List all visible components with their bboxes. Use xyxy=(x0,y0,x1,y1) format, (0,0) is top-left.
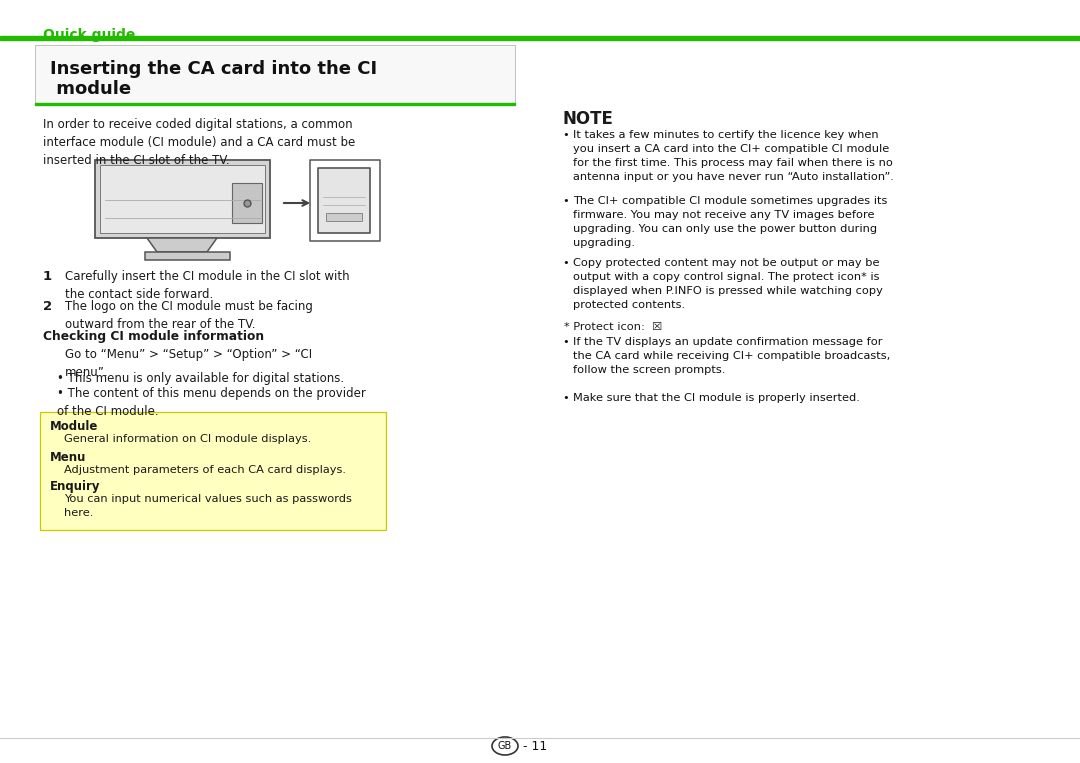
Text: Module: Module xyxy=(50,420,98,433)
Bar xyxy=(0,36,1080,40)
Text: You can input numerical values such as passwords
here.: You can input numerical values such as p… xyxy=(64,494,352,518)
Bar xyxy=(40,412,386,530)
Text: Copy protected content may not be output or may be
output with a copy control si: Copy protected content may not be output… xyxy=(573,258,882,310)
Text: •: • xyxy=(562,130,569,140)
Text: Checking CI module information: Checking CI module information xyxy=(43,330,265,343)
Text: - 11: - 11 xyxy=(523,739,548,752)
Text: 1: 1 xyxy=(43,270,52,283)
Text: It takes a few minutes to certify the licence key when
you insert a CA card into: It takes a few minutes to certify the li… xyxy=(573,130,894,182)
Text: Make sure that the CI module is properly inserted.: Make sure that the CI module is properly… xyxy=(573,393,860,403)
Bar xyxy=(35,45,515,103)
Text: General information on CI module displays.: General information on CI module display… xyxy=(64,434,311,444)
Text: Go to “Menu” > “Setup” > “Option” > “CI
menu”.: Go to “Menu” > “Setup” > “Option” > “CI … xyxy=(65,348,312,379)
Bar xyxy=(95,160,270,238)
Text: Adjustment parameters of each CA card displays.: Adjustment parameters of each CA card di… xyxy=(64,465,346,475)
Text: * Protect icon:  ☒: * Protect icon: ☒ xyxy=(564,322,662,332)
Text: GB: GB xyxy=(498,741,512,751)
Bar xyxy=(232,183,262,223)
Ellipse shape xyxy=(492,737,518,755)
Bar xyxy=(310,160,380,241)
Text: •: • xyxy=(562,258,569,268)
Text: The CI+ compatible CI module sometimes upgrades its
firmware. You may not receiv: The CI+ compatible CI module sometimes u… xyxy=(573,196,888,248)
Bar xyxy=(35,103,515,105)
Text: If the TV displays an update confirmation message for
the CA card while receivin: If the TV displays an update confirmatio… xyxy=(573,337,890,375)
Text: In order to receive coded digital stations, a common
interface module (CI module: In order to receive coded digital statio… xyxy=(43,118,355,167)
Text: Menu: Menu xyxy=(50,451,86,464)
Bar xyxy=(100,165,265,233)
Text: •: • xyxy=(562,337,569,347)
Text: Carefully insert the CI module in the CI slot with
the contact side forward.: Carefully insert the CI module in the CI… xyxy=(65,270,350,301)
Text: • This menu is only available for digital stations.: • This menu is only available for digita… xyxy=(57,372,345,385)
Polygon shape xyxy=(147,238,217,252)
Bar xyxy=(318,168,370,233)
Text: Inserting the CA card into the CI: Inserting the CA card into the CI xyxy=(50,60,377,78)
Text: • The content of this menu depends on the provider
of the CI module.: • The content of this menu depends on th… xyxy=(57,387,366,418)
Text: Quick guide: Quick guide xyxy=(43,28,135,42)
Text: Enquiry: Enquiry xyxy=(50,480,100,493)
Text: The logo on the CI module must be facing
outward from the rear of the TV.: The logo on the CI module must be facing… xyxy=(65,300,313,331)
Bar xyxy=(326,213,362,221)
Text: NOTE: NOTE xyxy=(562,110,612,128)
Text: 2: 2 xyxy=(43,300,52,313)
Text: •: • xyxy=(562,393,569,403)
Bar xyxy=(145,252,230,260)
Text: module: module xyxy=(50,80,131,98)
Text: •: • xyxy=(562,196,569,206)
